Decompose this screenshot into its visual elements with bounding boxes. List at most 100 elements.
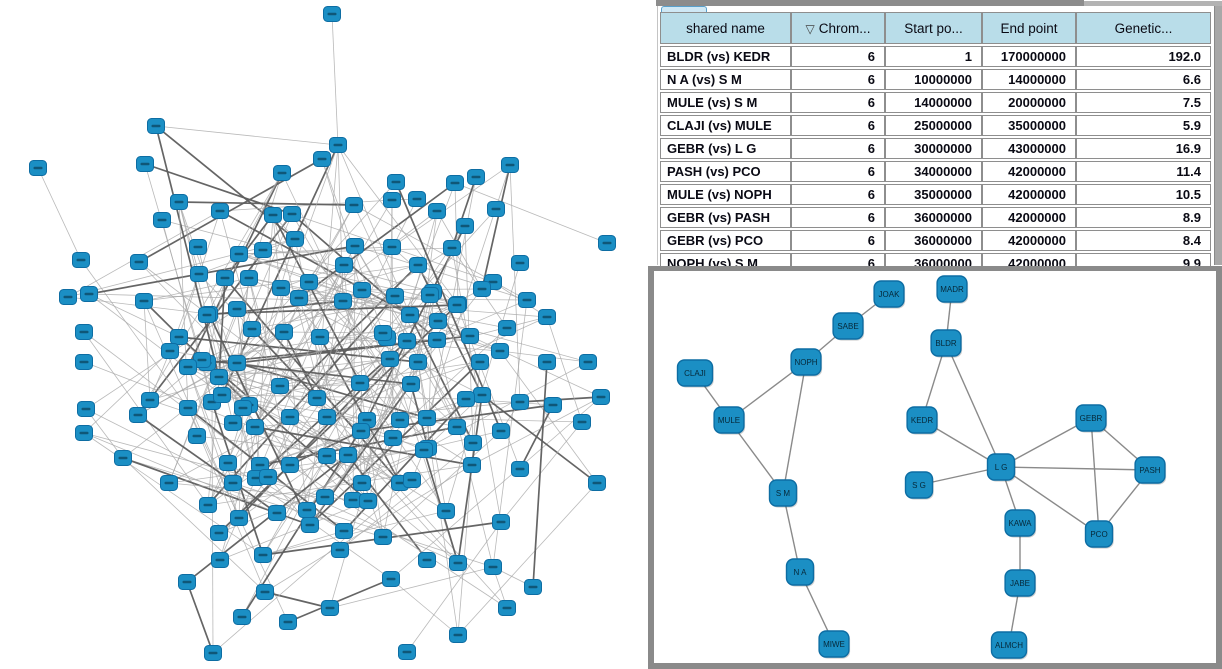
table-row[interactable]: N A (vs) S M 6 10000000 14000000 6.6: [660, 69, 1211, 90]
table-cell[interactable]: 35000000: [885, 184, 982, 205]
table-cell[interactable]: 6: [791, 161, 885, 182]
table-cell[interactable]: 8.4: [1076, 230, 1211, 251]
table-cell[interactable]: PASH (vs) PCO: [660, 161, 791, 182]
network-node[interactable]: [136, 156, 154, 172]
network-node[interactable]: [147, 118, 165, 134]
network-node[interactable]: [161, 343, 179, 359]
table-cell[interactable]: 30000000: [885, 138, 982, 159]
network-node-jabe[interactable]: JABE: [1004, 569, 1037, 598]
network-node[interactable]: [254, 242, 272, 258]
network-node[interactable]: [199, 497, 217, 513]
network-node[interactable]: [268, 505, 286, 521]
network-node[interactable]: [240, 270, 258, 286]
network-node[interactable]: [448, 419, 466, 435]
network-node[interactable]: [246, 419, 264, 435]
network-node[interactable]: [415, 442, 433, 458]
network-node[interactable]: [286, 231, 304, 247]
network-node[interactable]: [318, 409, 336, 425]
network-edge[interactable]: [1000, 466, 1151, 471]
network-node[interactable]: [264, 207, 282, 223]
table-cell[interactable]: GEBR (vs) PASH: [660, 207, 791, 228]
network-node[interactable]: [409, 257, 427, 273]
network-node[interactable]: [353, 282, 371, 298]
network-node[interactable]: [538, 309, 556, 325]
table-cell[interactable]: 192.0: [1076, 46, 1211, 67]
network-node[interactable]: [408, 191, 426, 207]
network-node[interactable]: [374, 325, 392, 341]
network-node[interactable]: [213, 387, 231, 403]
network-node[interactable]: [210, 369, 228, 385]
network-node[interactable]: [243, 321, 261, 337]
network-node[interactable]: [446, 175, 464, 191]
network-node[interactable]: [403, 472, 421, 488]
network-node[interactable]: [281, 457, 299, 473]
network-node[interactable]: [374, 529, 392, 545]
table-cell[interactable]: 6.6: [1076, 69, 1211, 90]
network-node[interactable]: [318, 448, 336, 464]
table-cell[interactable]: 36000000: [885, 230, 982, 251]
table-cell[interactable]: 20000000: [982, 92, 1076, 113]
table-cell[interactable]: 6: [791, 115, 885, 136]
network-node[interactable]: [254, 547, 272, 563]
network-edge[interactable]: [1000, 466, 1100, 535]
table-cell[interactable]: 14000000: [885, 92, 982, 113]
network-node[interactable]: [429, 313, 447, 329]
table-cell[interactable]: 6: [791, 138, 885, 159]
network-node[interactable]: [219, 455, 237, 471]
network-node[interactable]: [353, 475, 371, 491]
table-row[interactable]: CLAJI (vs) MULE 6 25000000 35000000 5.9: [660, 115, 1211, 136]
network-node[interactable]: [228, 301, 246, 317]
network-node[interactable]: [473, 387, 491, 403]
network-node[interactable]: [511, 461, 529, 477]
network-node[interactable]: [301, 517, 319, 533]
network-node-pco[interactable]: PCO: [1084, 520, 1114, 549]
network-node-sm[interactable]: S M: [768, 479, 798, 508]
network-node[interactable]: [471, 354, 489, 370]
network-edge[interactable]: [945, 342, 1002, 468]
network-node-bldr[interactable]: BLDR: [930, 329, 963, 358]
network-node[interactable]: [345, 197, 363, 213]
network-node[interactable]: [464, 435, 482, 451]
network-node[interactable]: [311, 329, 329, 345]
column-header-0[interactable]: shared name: [660, 12, 791, 44]
network-node[interactable]: [598, 235, 616, 251]
network-node[interactable]: [421, 287, 439, 303]
network-node[interactable]: [473, 281, 491, 297]
network-node[interactable]: [75, 425, 93, 441]
table-cell[interactable]: 7.5: [1076, 92, 1211, 113]
network-node[interactable]: [335, 257, 353, 273]
table-cell[interactable]: BLDR (vs) KEDR: [660, 46, 791, 67]
network-node[interactable]: [359, 493, 377, 509]
network-node[interactable]: [398, 333, 416, 349]
network-node[interactable]: [135, 293, 153, 309]
network-node[interactable]: [256, 584, 274, 600]
horizontal-scrollbar-thumb[interactable]: [1084, 0, 1222, 6]
network-node[interactable]: [518, 292, 536, 308]
table-cell[interactable]: 170000000: [982, 46, 1076, 67]
network-node[interactable]: [487, 201, 505, 217]
table-cell[interactable]: 6: [791, 69, 885, 90]
network-node[interactable]: [211, 203, 229, 219]
network-node[interactable]: [449, 627, 467, 643]
network-node[interactable]: [313, 151, 331, 167]
network-node[interactable]: [228, 355, 246, 371]
network-node[interactable]: [418, 552, 436, 568]
network-node[interactable]: [75, 324, 93, 340]
network-node[interactable]: [59, 289, 77, 305]
network-node[interactable]: [339, 447, 357, 463]
network-node[interactable]: [80, 286, 98, 302]
network-node[interactable]: [72, 252, 90, 268]
table-cell[interactable]: 8.9: [1076, 207, 1211, 228]
network-node[interactable]: [179, 400, 197, 416]
network-node[interactable]: [179, 359, 197, 375]
network-node[interactable]: [398, 644, 416, 660]
network-node[interactable]: [224, 475, 242, 491]
network-node[interactable]: [588, 475, 606, 491]
network-node[interactable]: [178, 574, 196, 590]
network-node[interactable]: [402, 376, 420, 392]
table-cell[interactable]: 42000000: [982, 207, 1076, 228]
network-node[interactable]: [198, 307, 216, 323]
network-node[interactable]: [449, 555, 467, 571]
network-node[interactable]: [272, 280, 290, 296]
table-row[interactable]: GEBR (vs) PASH 6 36000000 42000000 8.9: [660, 207, 1211, 228]
